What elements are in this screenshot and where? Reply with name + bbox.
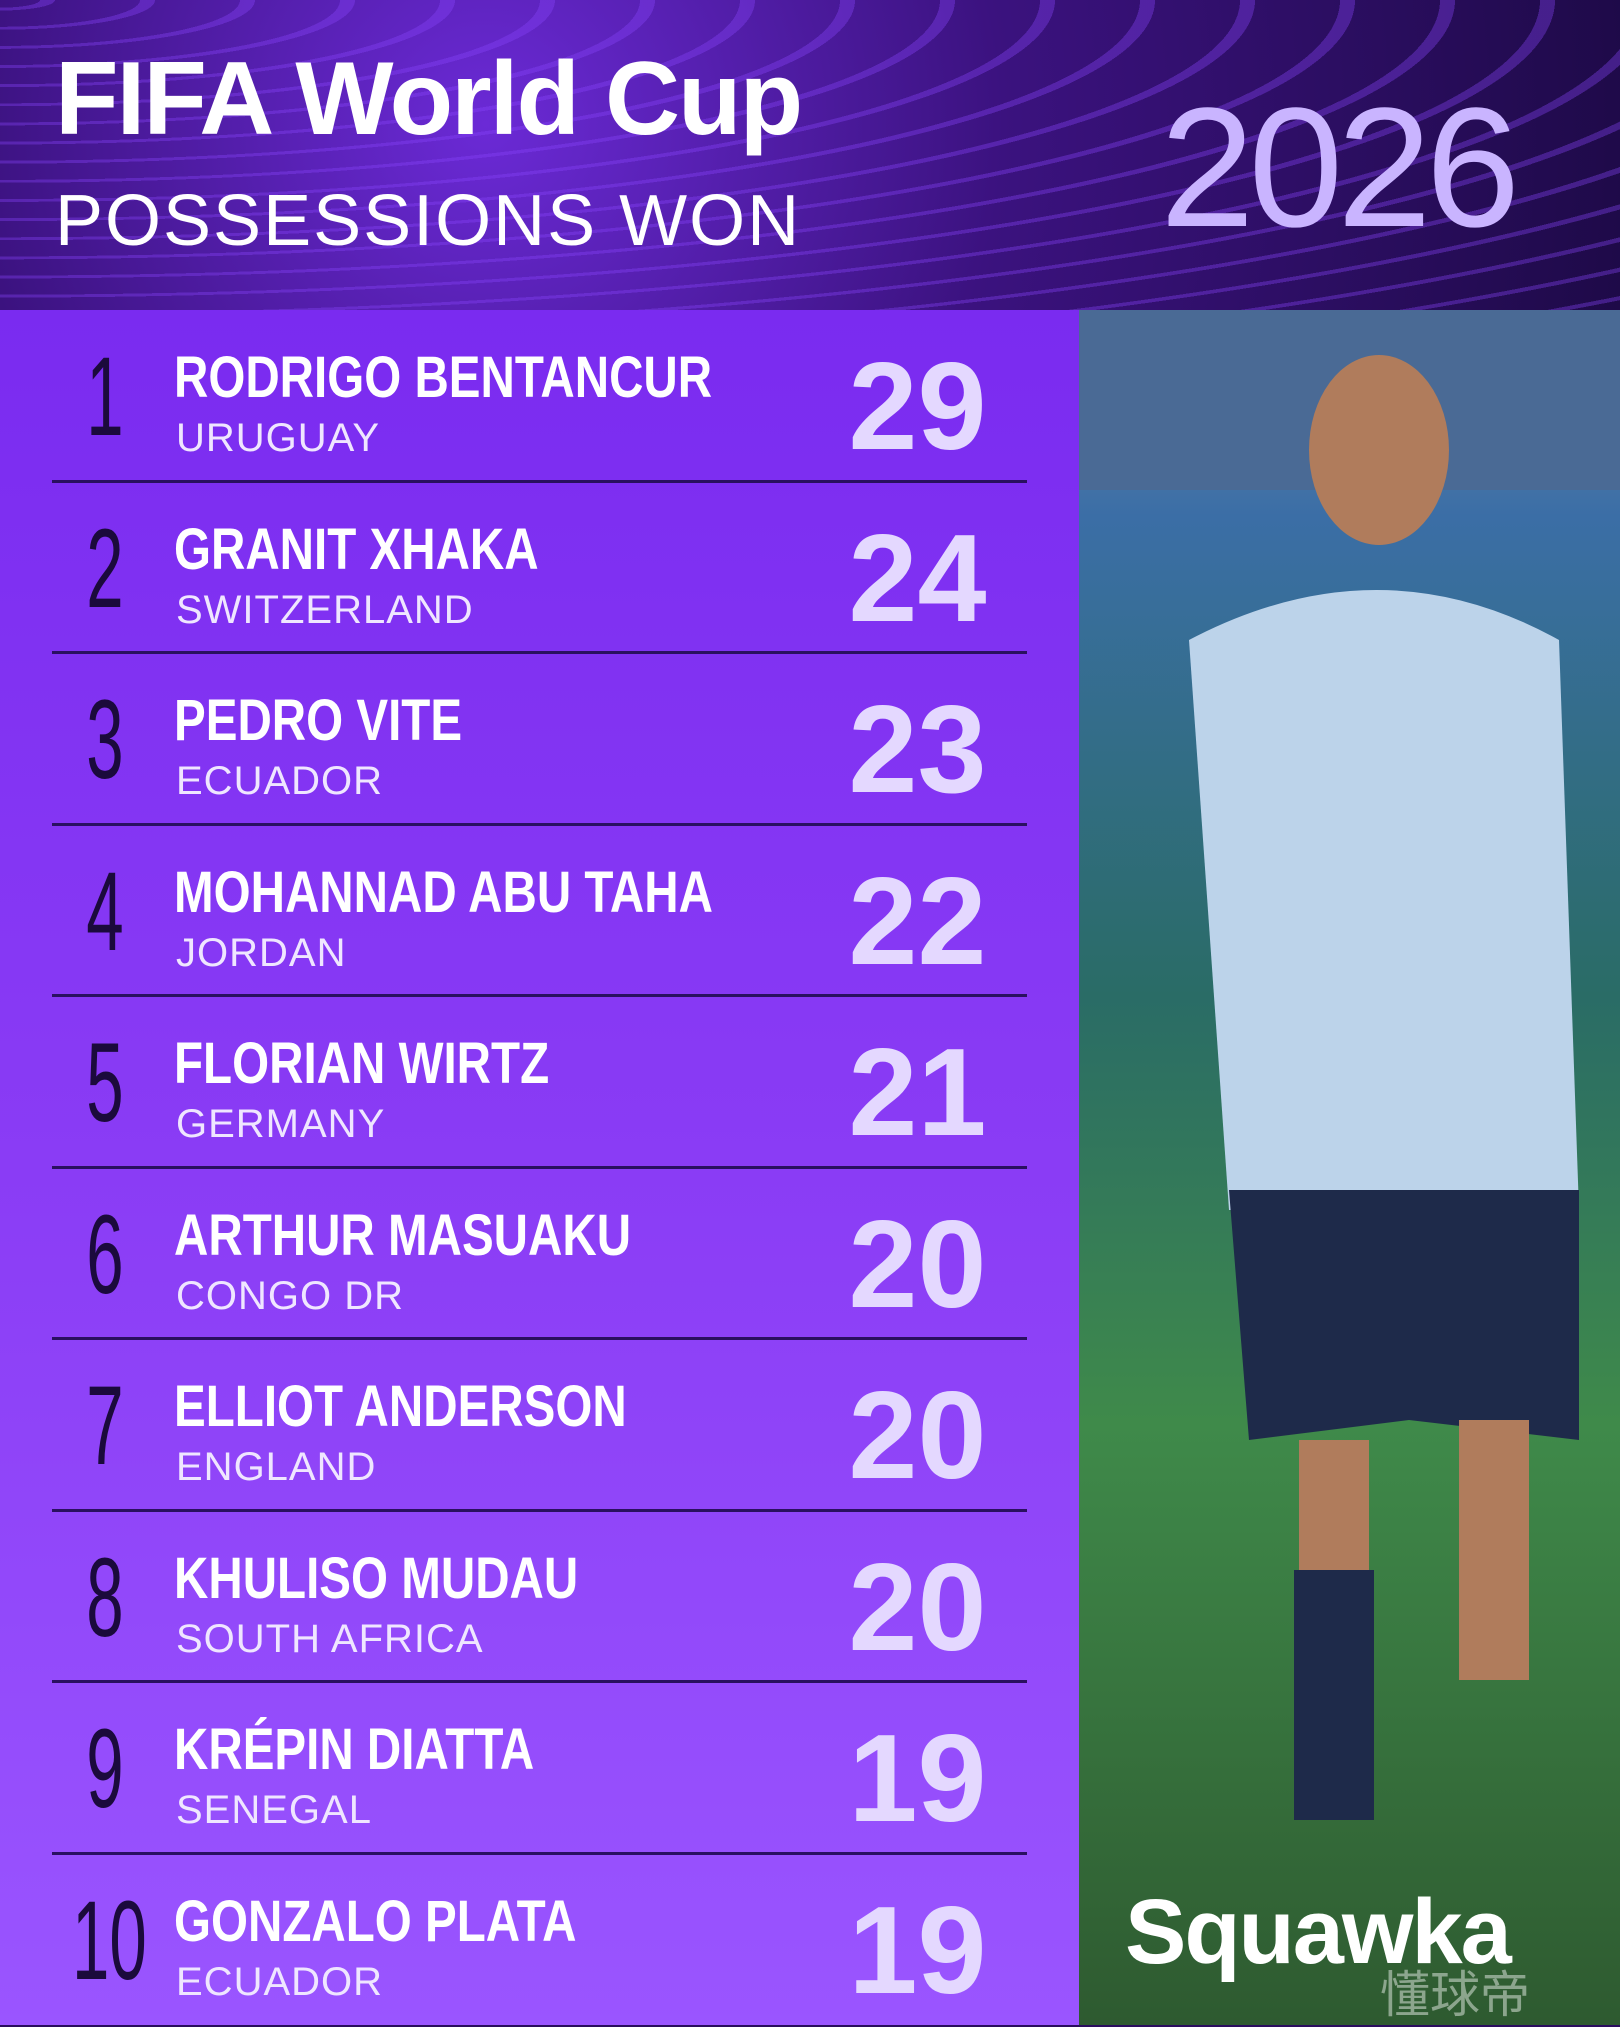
leg <box>1459 1420 1529 1680</box>
shirt <box>1189 590 1579 1210</box>
value: 22 <box>848 852 987 991</box>
player-name: GRANIT XHAKA <box>174 516 539 582</box>
separator <box>52 822 1027 826</box>
photo-illustration <box>1079 310 1620 1820</box>
row: 3 PEDRO VITE ECUADOR 23 <box>0 653 1079 826</box>
head <box>1309 355 1449 545</box>
country: JORDAN <box>176 930 347 975</box>
row: 10 GONZALO PLATA ECUADOR 19 <box>0 1854 1079 2026</box>
year: 2026 <box>1160 73 1520 263</box>
player-name: KHULISO MUDAU <box>174 1545 579 1611</box>
row: 5 FLORIAN WIRTZ GERMANY 21 <box>0 996 1079 1169</box>
value: 19 <box>848 1710 987 1848</box>
player-name: GONZALO PLATA <box>174 1888 577 1954</box>
player-name: PEDRO VITE <box>174 688 463 753</box>
ranking-list: 1 RODRIGO BENTANCUR URUGUAY 29 2 GRANIT XHAKA… <box>0 310 1079 2025</box>
player-photo <box>1079 310 1620 2025</box>
shorts <box>1229 1190 1579 1440</box>
separator <box>52 1337 1027 1340</box>
rank: 4 <box>86 848 124 974</box>
country: ECUADOR <box>176 759 384 803</box>
rank: 1 <box>86 334 124 459</box>
value: 29 <box>848 338 987 476</box>
separator <box>52 1680 1027 1683</box>
country: SWITZERLAND <box>176 587 474 632</box>
row: 6 ARTHUR MASUAKU CONGO DR 20 <box>0 1168 1079 1340</box>
country: ECUADOR <box>176 1959 384 2004</box>
country: SOUTH AFRICA <box>176 1616 484 1661</box>
rank: 7 <box>86 1363 124 1488</box>
player-name: MOHANNAD ABU TAHA <box>174 859 713 925</box>
rank: 8 <box>86 1534 124 1660</box>
value: 20 <box>848 1538 987 1677</box>
value: 21 <box>848 1024 987 1162</box>
value: 23 <box>848 681 987 819</box>
player-name: ARTHUR MASUAKU <box>174 1202 632 1268</box>
separator <box>52 1508 1027 1512</box>
rank: 6 <box>86 1191 124 1317</box>
value: 20 <box>848 1367 987 1505</box>
separator <box>52 994 1027 997</box>
header: FIFA World Cup POSSESSIONS WON 2026 <box>0 0 1620 310</box>
value: 19 <box>848 1881 987 2020</box>
separator <box>52 1851 1027 1855</box>
country: ENGLAND <box>176 1445 377 1489</box>
player-name: KRÉPIN DIATTA <box>174 1717 535 1782</box>
separator <box>52 479 1027 483</box>
subtitle: POSSESSIONS WON <box>55 181 802 261</box>
pattern <box>0 0 1620 310</box>
row: 7 ELLIOT ANDERSON ENGLAND 20 <box>0 1339 1079 1512</box>
rank: 2 <box>86 505 124 631</box>
player-name: FLORIAN WIRTZ <box>174 1031 550 1096</box>
country: CONGO DR <box>176 1273 404 1318</box>
rank: 5 <box>86 1020 124 1145</box>
row: 9 KRÉPIN DIATTA SENEGAL 19 <box>0 1682 1079 1855</box>
title: FIFA World Cup <box>55 41 803 157</box>
player-name: RODRIGO BENTANCUR <box>174 345 713 410</box>
row: 1 RODRIGO BENTANCUR URUGUAY 29 <box>0 310 1079 483</box>
rank: 10 <box>72 1877 147 2003</box>
country: SENEGAL <box>176 1788 372 1832</box>
row: 4 MOHANNAD ABU TAHA JORDAN 22 <box>0 825 1079 997</box>
player-name: ELLIOT ANDERSON <box>174 1374 627 1439</box>
sock <box>1294 1570 1374 1820</box>
row: 2 GRANIT XHAKA SWITZERLAND 24 <box>0 482 1079 654</box>
rank: 3 <box>86 677 124 802</box>
separator <box>52 651 1027 654</box>
country: GERMANY <box>176 1102 386 1146</box>
separator <box>52 1165 1027 1169</box>
value: 24 <box>848 509 987 648</box>
row: 8 KHULISO MUDAU SOUTH AFRICA 20 <box>0 1511 1079 1683</box>
value: 20 <box>848 1195 987 1334</box>
watermark: 懂球帝 <box>1380 1967 1530 2023</box>
country: URUGUAY <box>176 416 381 460</box>
brand: Squawka <box>1125 1881 1512 1983</box>
rank: 9 <box>86 1706 124 1831</box>
